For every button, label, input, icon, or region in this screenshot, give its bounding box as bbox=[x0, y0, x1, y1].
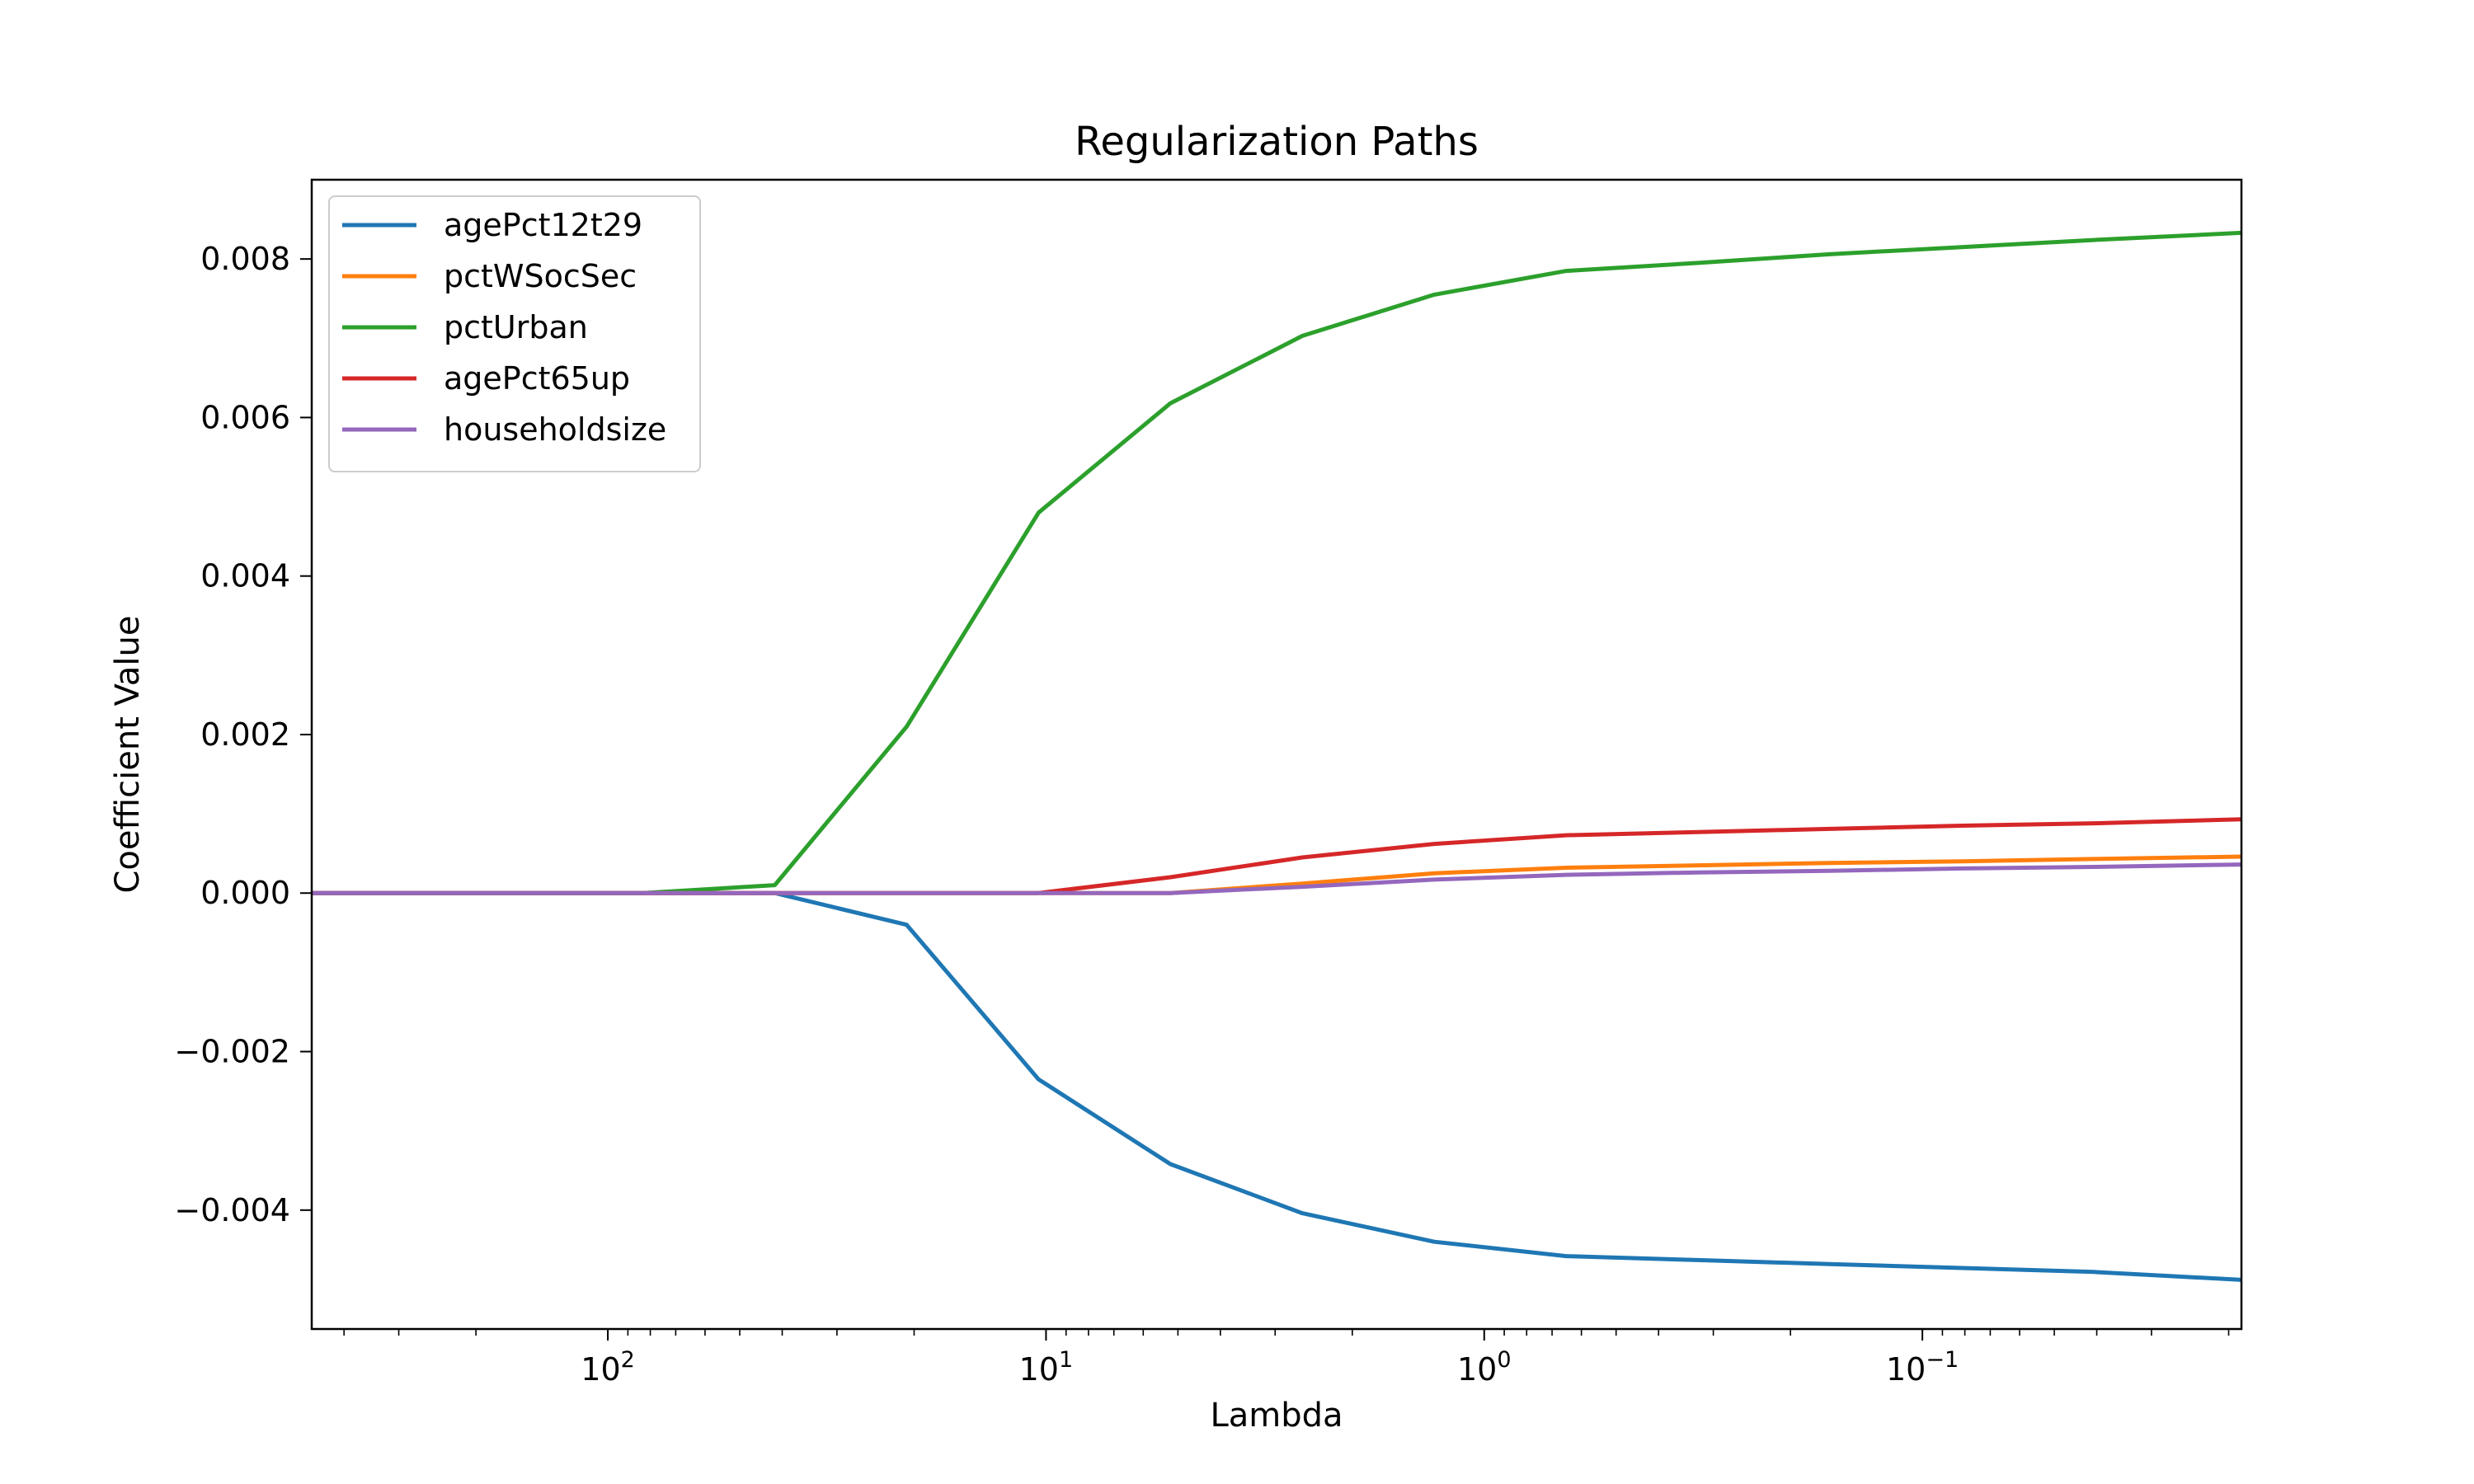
x-tick-label: 10−1 bbox=[1886, 1347, 1959, 1388]
x-axis: 102 101 100 10−1 bbox=[343, 1329, 2230, 1388]
x-axis-label: Lambda bbox=[1210, 1397, 1343, 1435]
legend-label-pctUrban: pctUrban bbox=[444, 309, 588, 345]
y-tick-label: 0.000 bbox=[200, 875, 290, 911]
y-tick-label: 0.002 bbox=[200, 716, 290, 753]
y-axis: 0.008 0.006 0.004 0.002 0.000 −0.002 −0.004 bbox=[174, 241, 312, 1228]
plot-frame bbox=[310, 178, 2243, 1331]
plot-area bbox=[312, 230, 2241, 1282]
legend-label-pctWSocSec: pctWSocSec bbox=[444, 258, 637, 294]
legend: agePct12t29 pctWSocSec pctUrban agePct65up h… bbox=[328, 195, 701, 472]
chart-title: Regularization Paths bbox=[1075, 119, 1479, 165]
legend-label-householdsize: householdsize bbox=[444, 411, 666, 448]
y-axis-label: Coefficient Value bbox=[109, 616, 147, 894]
legend-label-agePct12t29: agePct12t29 bbox=[444, 207, 642, 243]
x-tick-label: 102 bbox=[581, 1347, 635, 1388]
y-tick-label: −0.002 bbox=[174, 1034, 290, 1070]
y-tick-label: 0.006 bbox=[200, 399, 290, 435]
series-line-householdsize bbox=[312, 862, 2241, 895]
y-tick-label: −0.004 bbox=[174, 1192, 290, 1228]
legend-label-agePct65up: agePct65up bbox=[444, 360, 630, 397]
y-tick-label: 0.008 bbox=[200, 241, 290, 277]
y-tick-label: 0.004 bbox=[200, 558, 290, 594]
x-tick-label: 100 bbox=[1457, 1347, 1512, 1388]
x-tick-label: 101 bbox=[1019, 1347, 1074, 1388]
legend-frame bbox=[328, 195, 701, 472]
